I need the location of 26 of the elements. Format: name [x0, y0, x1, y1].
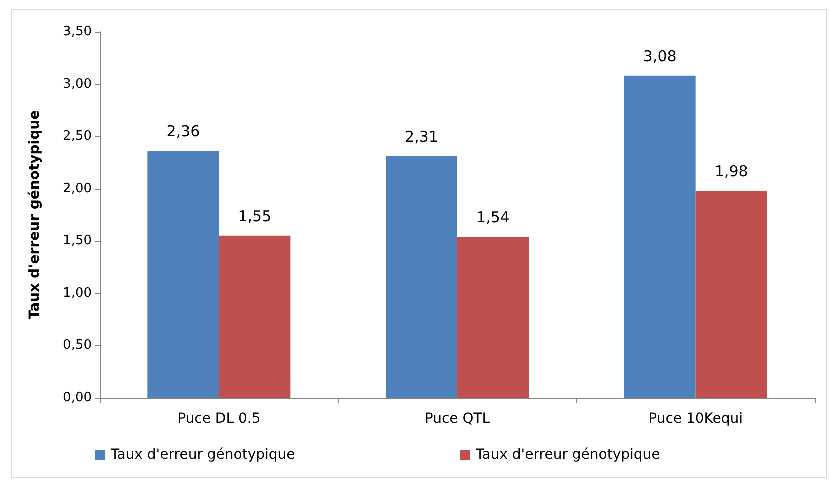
- x-tick-label: Puce 10Kequi: [648, 411, 744, 427]
- y-axis-title: Taux d'erreur génotypique: [27, 110, 43, 320]
- y-tick-label: 0,50: [63, 338, 92, 354]
- bar: [148, 151, 220, 398]
- bar: [458, 236, 529, 398]
- y-tick-label: 2,50: [63, 129, 92, 144]
- y-tick-label: 3,50: [63, 24, 92, 40]
- y-tick-label: 3,00: [63, 76, 92, 92]
- y-tick-label: 1,00: [63, 286, 92, 301]
- x-tick-label: Puce DL 0.5: [178, 411, 261, 427]
- data-label: 3,08: [643, 47, 677, 66]
- data-label: 2,36: [166, 122, 200, 141]
- y-tick-label: 2,00: [63, 181, 92, 196]
- bar: [386, 156, 458, 398]
- data-label: 2,31: [405, 128, 438, 146]
- data-label: 1,54: [476, 208, 510, 226]
- bar: [696, 190, 768, 398]
- y-tick-label: 0,00: [63, 390, 92, 406]
- y-tick-label: 1,50: [63, 234, 92, 249]
- bar: [624, 76, 696, 398]
- x-tick-label: Puce QTL: [424, 411, 490, 427]
- legend-label: Taux d'erreur génotypique: [110, 447, 296, 463]
- bar: [219, 236, 291, 398]
- data-label: 1,98: [714, 162, 748, 180]
- data-label: 1,55: [238, 207, 272, 226]
- legend-label: Taux d'erreur génotypique: [475, 447, 660, 463]
